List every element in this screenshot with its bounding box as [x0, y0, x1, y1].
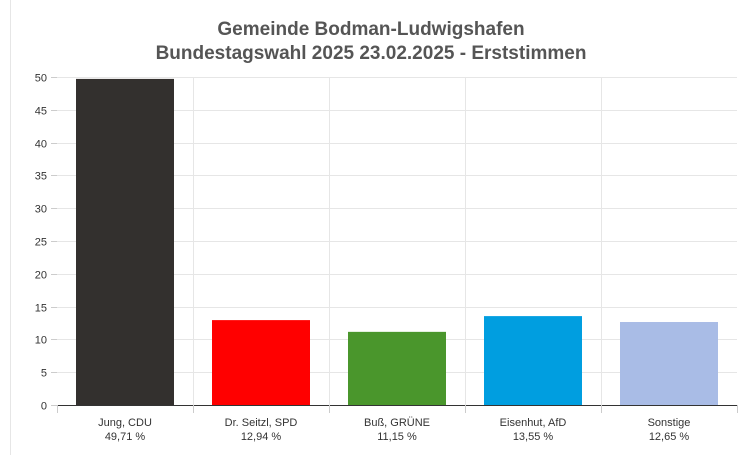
- x-value-label: 12,65 %: [649, 431, 690, 443]
- y-tick-label: 35: [35, 171, 47, 183]
- x-axis: Jung, CDU 49,71 % Dr. Seitzl, SPD 12,94 % Bu…: [57, 405, 738, 443]
- bars: [76, 78, 718, 405]
- chart-title: Gemeinde Bodman-Ludwigshafen Bundestagsw…: [0, 18, 742, 66]
- bar[interactable]: [212, 320, 310, 405]
- x-value-label: 49,71 %: [105, 431, 146, 443]
- x-category-label: Sonstige: [648, 417, 691, 429]
- x-value-label: 12,94 %: [241, 431, 282, 443]
- bar[interactable]: [620, 322, 718, 405]
- y-tick-label: 20: [35, 270, 47, 282]
- x-value-label: 11,15 %: [377, 431, 417, 443]
- x-category-label: Jung, CDU: [98, 417, 152, 429]
- x-category-label: Buß, GRÜNE: [364, 417, 430, 429]
- bar[interactable]: [348, 331, 446, 405]
- y-tick-label: 0: [41, 401, 47, 413]
- bar[interactable]: [76, 78, 174, 405]
- y-tick-label: 40: [35, 139, 47, 151]
- y-tick-label: 30: [35, 204, 47, 216]
- chart-title-line1: Gemeinde Bodman-Ludwigshafen: [217, 19, 525, 40]
- bar[interactable]: [484, 316, 582, 405]
- y-axis: 0 5 10 15 20 25 30 35 40 45 50: [35, 73, 57, 413]
- y-tick-label: 50: [35, 73, 47, 85]
- y-tick-label: 5: [41, 368, 47, 380]
- chart-subtitle: Bundestagswahl 2025 23.02.2025 - Erststi…: [155, 43, 587, 64]
- y-tick-label: 25: [35, 237, 47, 249]
- y-tick-label: 15: [35, 303, 47, 315]
- x-category-label: Eisenhut, AfD: [500, 417, 567, 429]
- y-tick-label: 45: [35, 106, 47, 118]
- y-tick-label: 10: [35, 335, 47, 347]
- x-value-label: 13,55 %: [513, 431, 554, 443]
- x-category-label: Dr. Seitzl, SPD: [225, 417, 298, 429]
